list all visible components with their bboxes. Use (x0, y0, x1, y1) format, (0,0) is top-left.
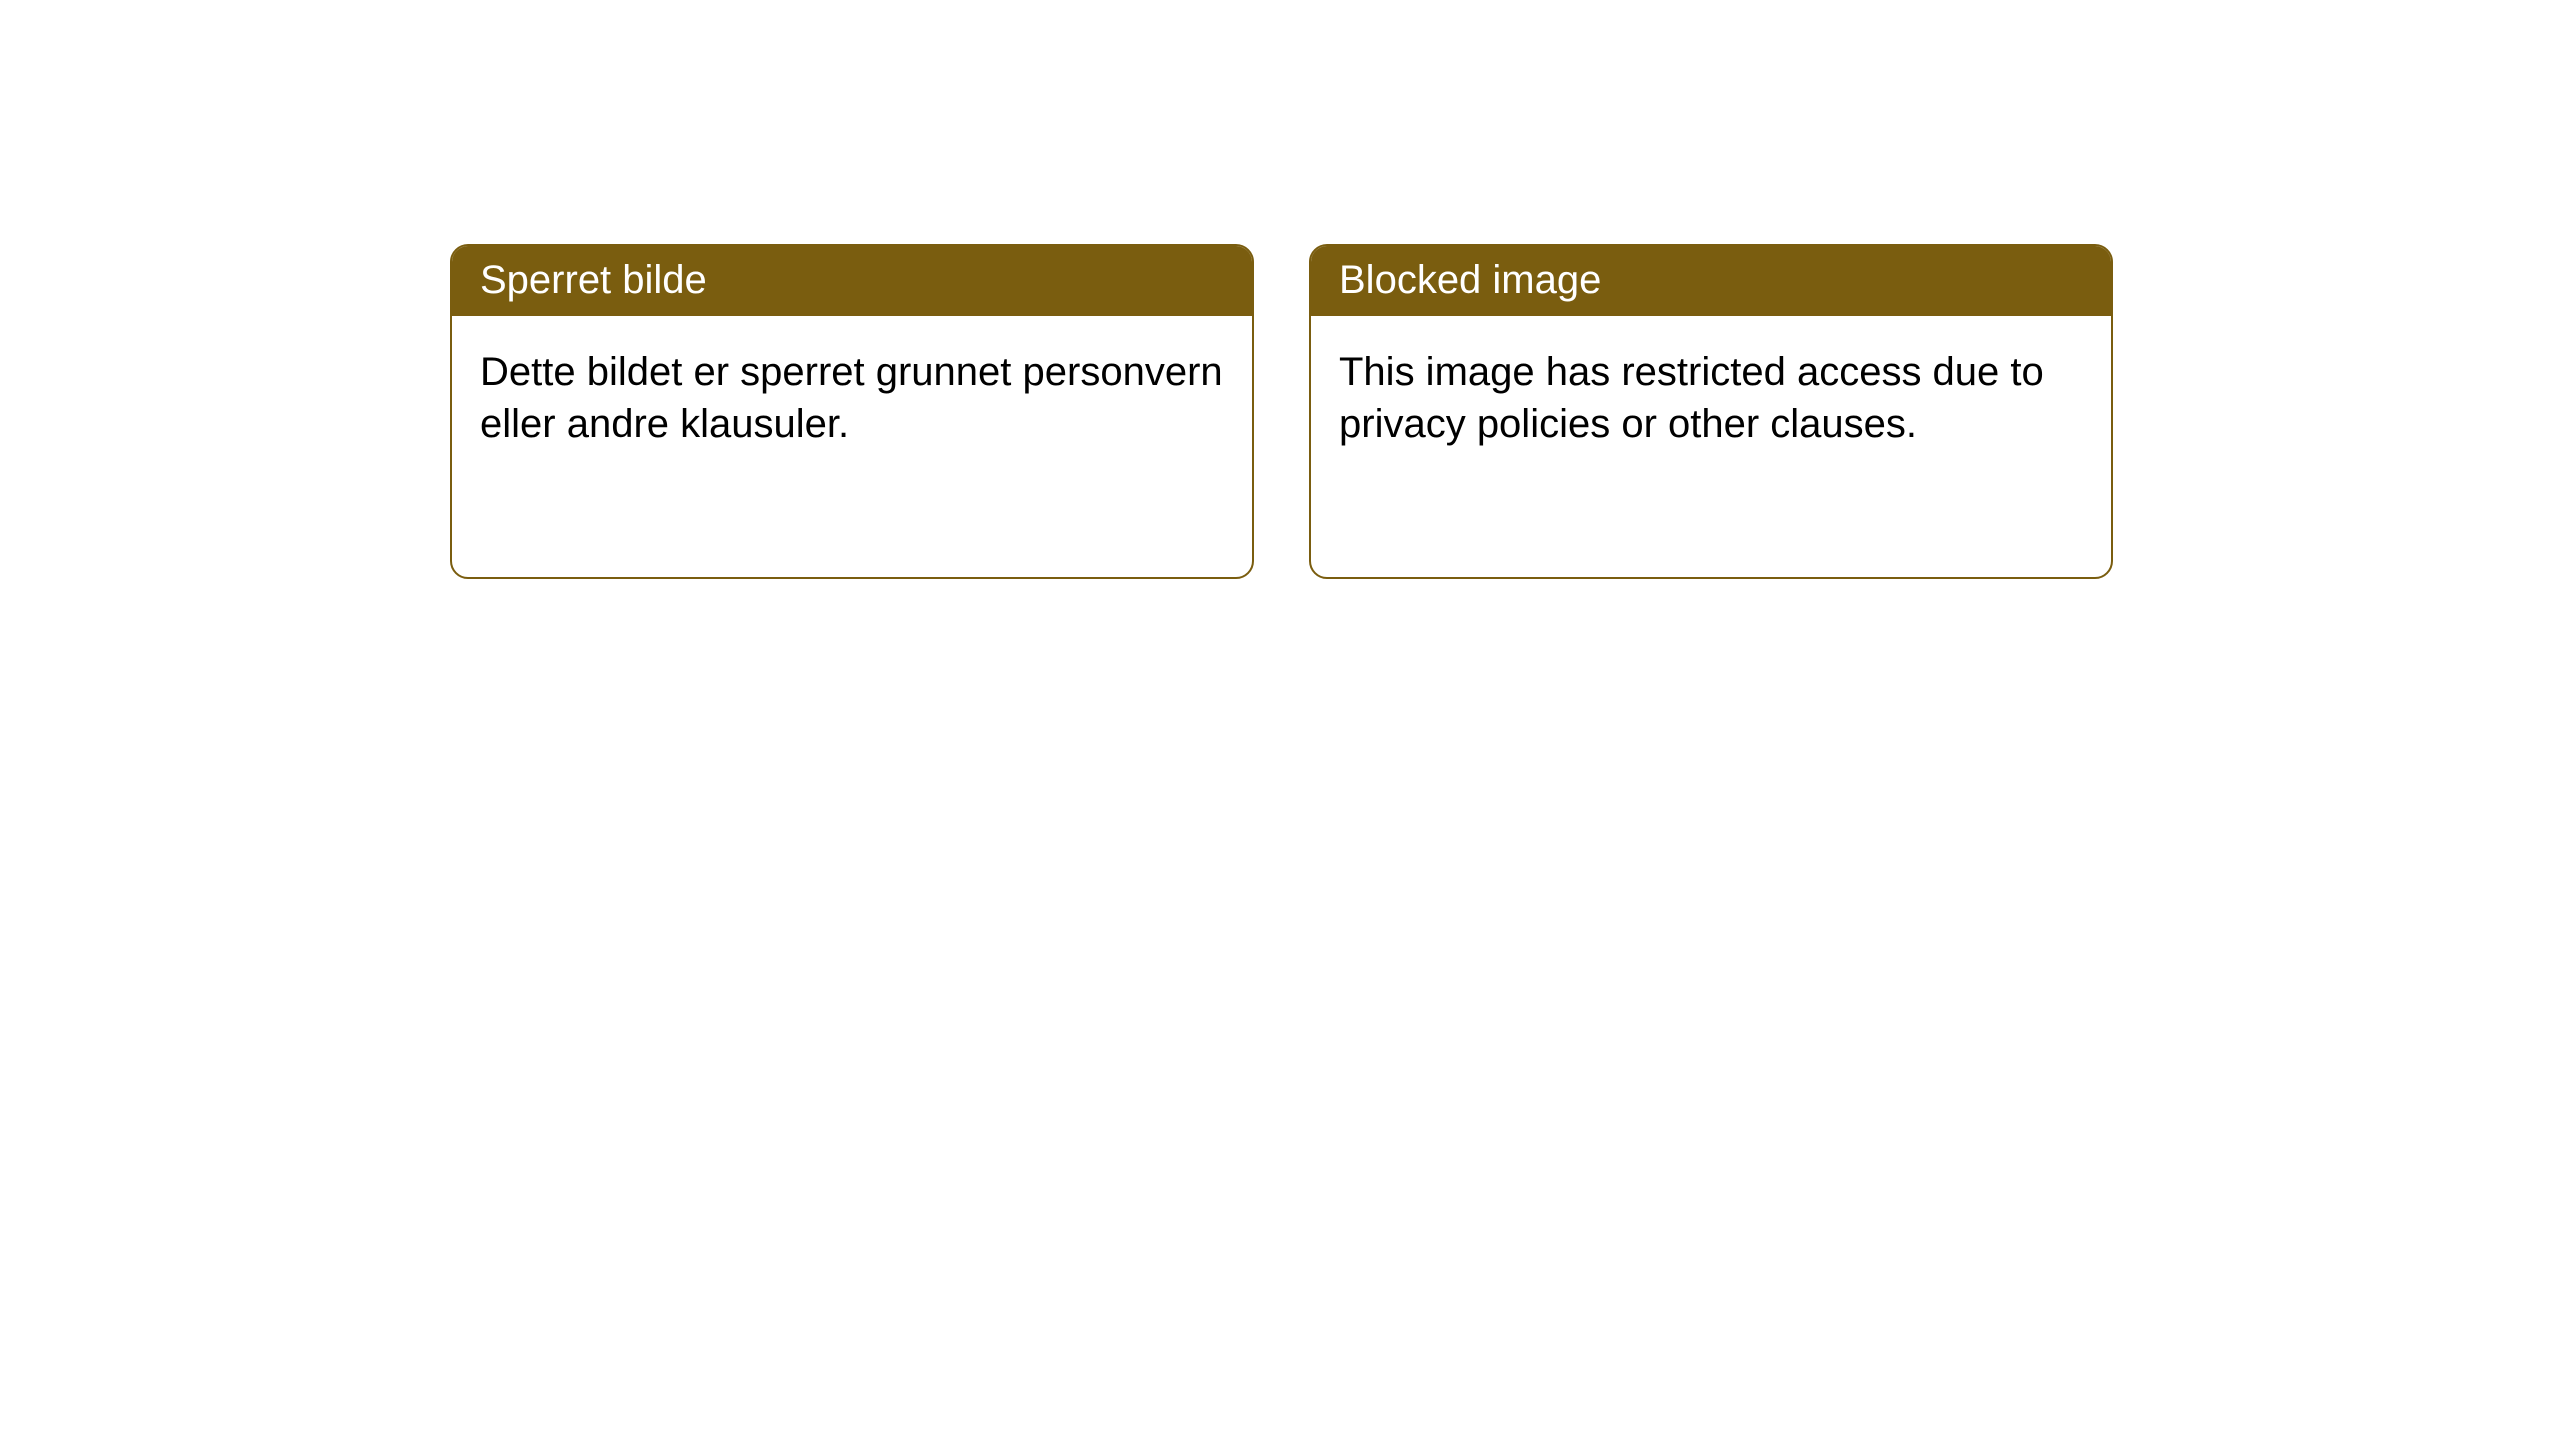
notices-container: Sperret bilde Dette bildet er sperret gr… (450, 244, 2113, 579)
notice-body-text: Dette bildet er sperret grunnet personve… (480, 350, 1223, 446)
notice-box-english: Blocked image This image has restricted … (1309, 244, 2113, 579)
notice-header: Sperret bilde (452, 246, 1252, 316)
notice-body: This image has restricted access due to … (1311, 316, 2111, 480)
notice-body-text: This image has restricted access due to … (1339, 350, 2044, 446)
notice-title: Blocked image (1339, 258, 1601, 302)
notice-box-norwegian: Sperret bilde Dette bildet er sperret gr… (450, 244, 1254, 579)
notice-body: Dette bildet er sperret grunnet personve… (452, 316, 1252, 480)
notice-header: Blocked image (1311, 246, 2111, 316)
notice-title: Sperret bilde (480, 258, 707, 302)
